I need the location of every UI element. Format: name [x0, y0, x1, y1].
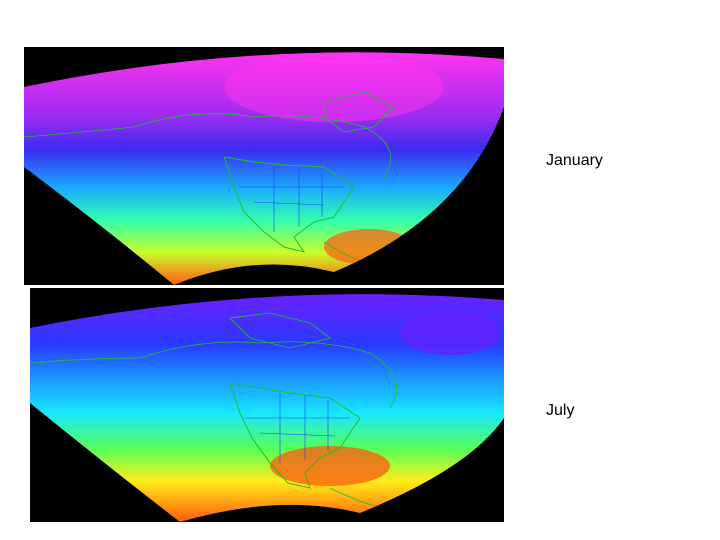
july-temperature-map — [30, 288, 504, 522]
january-map-graphic — [24, 52, 504, 285]
january-caption: January — [546, 152, 603, 169]
july-caption: July — [546, 402, 575, 419]
january-temperature-map — [24, 47, 504, 285]
july-map-graphic — [30, 294, 504, 522]
